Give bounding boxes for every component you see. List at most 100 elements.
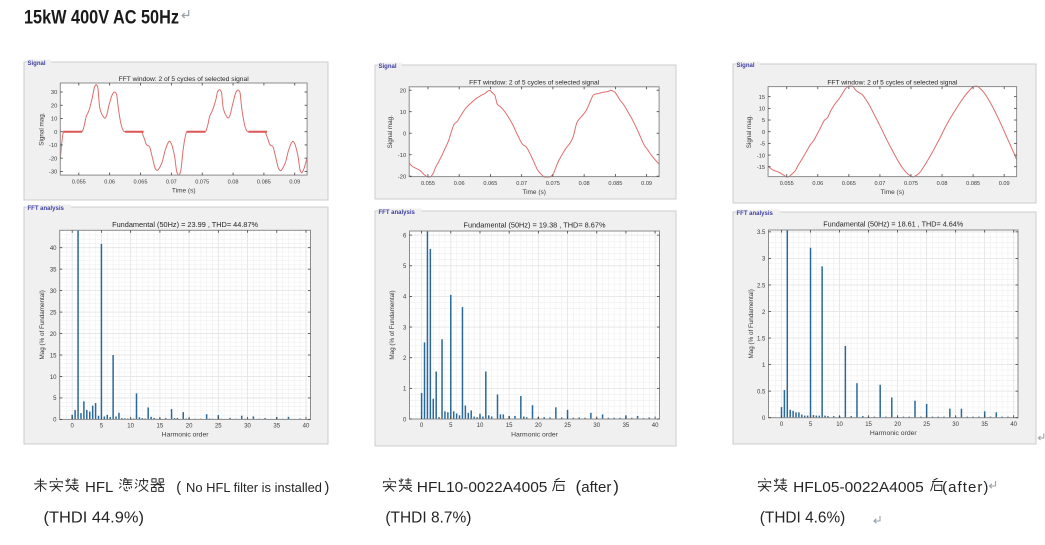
svg-text:FFT window: 2 of 5 cycles of s: FFT window: 2 of 5 cycles of selected si… bbox=[469, 80, 599, 87]
svg-text:30: 30 bbox=[244, 424, 251, 430]
svg-text:15: 15 bbox=[506, 423, 513, 429]
svg-text:0.08: 0.08 bbox=[228, 179, 239, 185]
svg-text:-30: -30 bbox=[49, 170, 57, 176]
svg-text:0.09: 0.09 bbox=[289, 179, 300, 185]
svg-text:10: 10 bbox=[400, 110, 406, 116]
svg-text:-20: -20 bbox=[49, 156, 57, 162]
svg-text:Harmonic order: Harmonic order bbox=[162, 432, 210, 439]
svg-text:0.07: 0.07 bbox=[516, 181, 527, 187]
svg-text:-5: -5 bbox=[760, 142, 765, 148]
svg-text:0.085: 0.085 bbox=[257, 179, 271, 185]
svg-text:Time (s): Time (s) bbox=[522, 189, 546, 196]
svg-text:10: 10 bbox=[127, 424, 134, 430]
svg-text:0.5: 0.5 bbox=[757, 389, 766, 395]
svg-text:0.075: 0.075 bbox=[195, 179, 209, 185]
svg-text:25: 25 bbox=[50, 310, 57, 316]
svg-text:Fundamental (50Hz) = 19.38 , T: Fundamental (50Hz) = 19.38 , THD= 8.67% bbox=[464, 223, 606, 230]
svg-text:-15: -15 bbox=[757, 165, 765, 171]
svg-text:10: 10 bbox=[759, 107, 765, 113]
svg-text:0.09: 0.09 bbox=[999, 181, 1010, 187]
svg-text:0: 0 bbox=[54, 130, 57, 136]
svg-text:(: ( bbox=[176, 480, 181, 496]
svg-text:Mag (% of Fundamental): Mag (% of Fundamental) bbox=[748, 289, 755, 358]
svg-text:10: 10 bbox=[50, 375, 57, 381]
svg-text:HFL: HFL bbox=[85, 479, 113, 496]
svg-text:Time (s): Time (s) bbox=[881, 189, 905, 196]
svg-text:0.07: 0.07 bbox=[166, 179, 177, 185]
svg-text:30: 30 bbox=[51, 90, 57, 96]
svg-text:25: 25 bbox=[564, 423, 571, 429]
svg-text:5: 5 bbox=[762, 118, 765, 124]
svg-text:35: 35 bbox=[981, 422, 988, 428]
svg-text:0.065: 0.065 bbox=[483, 181, 497, 187]
svg-text:10: 10 bbox=[477, 423, 484, 429]
svg-text:1.5: 1.5 bbox=[757, 336, 766, 342]
svg-text:0.06: 0.06 bbox=[104, 179, 115, 185]
svg-text:Signal: Signal bbox=[737, 63, 755, 69]
svg-text:Mag (% of Fundamental): Mag (% of Fundamental) bbox=[389, 290, 396, 359]
svg-text:3.5: 3.5 bbox=[757, 230, 766, 236]
svg-text:35: 35 bbox=[50, 267, 57, 273]
svg-text:10: 10 bbox=[51, 117, 57, 123]
svg-text:(THDI 44.9%): (THDI 44.9%) bbox=[44, 510, 145, 527]
svg-text:40: 40 bbox=[1010, 422, 1017, 428]
svg-text:2.5: 2.5 bbox=[757, 283, 766, 289]
svg-text:30: 30 bbox=[50, 289, 57, 295]
svg-text:after: after bbox=[581, 479, 611, 496]
svg-text:20: 20 bbox=[894, 422, 901, 428]
svg-text:(THDI 8.7%): (THDI 8.7%) bbox=[385, 510, 471, 527]
svg-text:-10: -10 bbox=[398, 153, 406, 159]
svg-text:40: 40 bbox=[652, 423, 659, 429]
svg-text:-10: -10 bbox=[49, 143, 57, 149]
svg-text:0.065: 0.065 bbox=[134, 179, 148, 185]
svg-text:-20: -20 bbox=[398, 174, 406, 180]
svg-text:0.06: 0.06 bbox=[454, 181, 465, 187]
svg-text:0.09: 0.09 bbox=[641, 181, 652, 187]
svg-text:25: 25 bbox=[923, 422, 930, 428]
svg-text:Signal mag.: Signal mag. bbox=[38, 112, 45, 146]
svg-text:): ) bbox=[325, 480, 330, 496]
svg-text:10: 10 bbox=[836, 422, 843, 428]
svg-text:Time (s): Time (s) bbox=[172, 188, 196, 195]
svg-text:Mag (% of Fundamental): Mag (% of Fundamental) bbox=[39, 290, 46, 359]
svg-text:20: 20 bbox=[535, 423, 542, 429]
svg-text:FFT analysis: FFT analysis bbox=[379, 210, 416, 216]
svg-text:35: 35 bbox=[273, 424, 280, 430]
svg-text:Fundamental (50Hz) = 18.61 , T: Fundamental (50Hz) = 18.61 , THD= 4.64% bbox=[823, 222, 963, 229]
svg-text:15: 15 bbox=[865, 422, 872, 428]
svg-text:30: 30 bbox=[593, 423, 600, 429]
svg-text:20: 20 bbox=[51, 103, 57, 109]
svg-text:(THDI 4.6%): (THDI 4.6%) bbox=[760, 510, 846, 527]
svg-text:40: 40 bbox=[50, 246, 57, 252]
svg-text:15: 15 bbox=[759, 95, 765, 101]
svg-text:25: 25 bbox=[215, 424, 222, 430]
svg-text:20: 20 bbox=[400, 88, 406, 94]
svg-text:0.055: 0.055 bbox=[780, 181, 794, 187]
svg-text:): ) bbox=[613, 477, 619, 496]
svg-text:0.085: 0.085 bbox=[608, 181, 622, 187]
svg-text:No HFL filter is installed: No HFL filter is installed bbox=[186, 480, 322, 495]
svg-text:0: 0 bbox=[403, 131, 406, 137]
svg-text:HFL10-0022A4005: HFL10-0022A4005 bbox=[417, 479, 548, 496]
svg-text:Harmonic order: Harmonic order bbox=[870, 430, 918, 437]
svg-text:Fundamental (50Hz) = 23.99 , T: Fundamental (50Hz) = 23.99 , THD= 44.87% bbox=[112, 222, 258, 229]
svg-text:FFT analysis: FFT analysis bbox=[28, 206, 65, 212]
svg-text:0.065: 0.065 bbox=[842, 181, 856, 187]
svg-text:40: 40 bbox=[303, 424, 310, 430]
svg-text:0.06: 0.06 bbox=[812, 181, 823, 187]
svg-text:(after): (after) bbox=[942, 479, 989, 496]
svg-text:0.055: 0.055 bbox=[421, 181, 435, 187]
svg-text:HFL05-0022A4005: HFL05-0022A4005 bbox=[793, 479, 924, 496]
svg-text:30: 30 bbox=[952, 422, 959, 428]
svg-text:0.08: 0.08 bbox=[579, 181, 590, 187]
svg-text:0.075: 0.075 bbox=[546, 181, 560, 187]
svg-text:20: 20 bbox=[186, 424, 193, 430]
svg-text:0.085: 0.085 bbox=[966, 181, 980, 187]
svg-text:Signal: Signal bbox=[28, 61, 46, 67]
svg-text:FFT analysis: FFT analysis bbox=[737, 211, 774, 217]
svg-text:FFT window: 2 of 5 cycles of s: FFT window: 2 of 5 cycles of selected si… bbox=[827, 79, 957, 86]
svg-text:0.055: 0.055 bbox=[72, 179, 86, 185]
svg-text:15: 15 bbox=[157, 424, 164, 430]
svg-text:Harmonic order: Harmonic order bbox=[511, 431, 559, 438]
svg-text:35: 35 bbox=[623, 423, 630, 429]
